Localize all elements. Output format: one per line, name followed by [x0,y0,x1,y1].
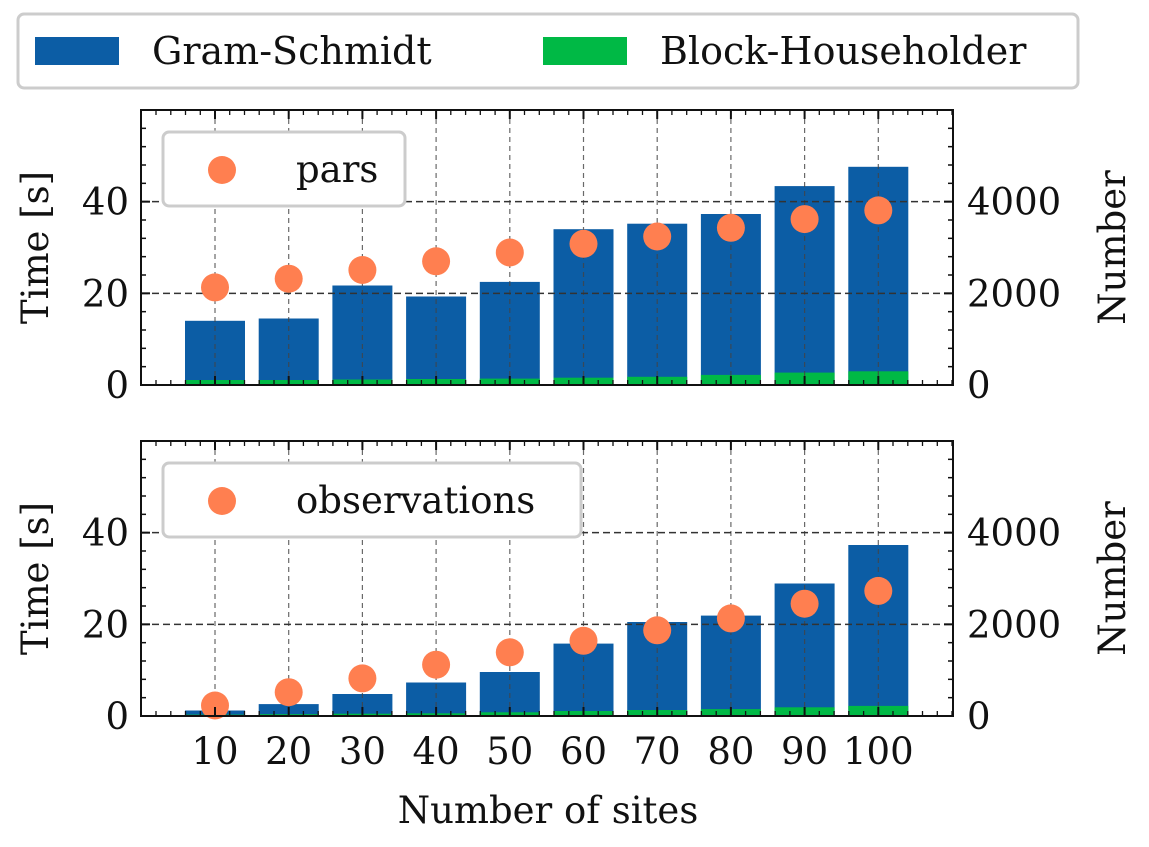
point-pars-10 [201,273,229,302]
x-axis-label: Number of sites [398,789,699,832]
xtick-label-70: 70 [634,730,681,773]
point-pars-20 [274,264,303,293]
point-observations-10 [201,691,229,720]
ytick-left-label: 20 [82,603,129,646]
point-observations-80 [716,604,745,633]
panel-legend-label: observations [296,479,535,522]
legend-swatch-block-householder [543,37,627,65]
ytick-left-label: 20 [82,272,129,315]
xtick-label-50: 50 [486,730,533,773]
point-pars-50 [495,238,524,267]
xtick-label-20: 20 [265,730,312,773]
bar-gram-schmidt-70 [627,223,688,385]
ytick-right-label: 0 [967,364,991,407]
xtick-label-60: 60 [560,730,607,773]
point-observations-60 [569,626,598,655]
point-observations-90 [790,589,819,618]
top-legend: Gram-Schmidt Block-Householder [16,12,1080,90]
ytick-left-label: 0 [105,695,129,738]
point-pars-100 [864,196,893,225]
panel-legend-label: pars [296,148,378,191]
point-observations-70 [643,616,672,645]
point-observations-40 [422,650,451,679]
y-axis-label-left: Time [s] [14,171,57,324]
y-axis-label-left: Time [s] [14,502,57,655]
xtick-label-80: 80 [707,730,754,773]
xtick-label-30: 30 [339,730,386,773]
point-observations-30 [348,664,377,693]
legend-label-gram-schmidt: Gram-Schmidt [152,29,432,73]
point-pars-40 [422,247,451,276]
legend-label-block-householder: Block-Householder [660,29,1027,73]
point-pars-80 [716,213,745,242]
ytick-left-label: 0 [105,364,129,407]
panel-legend-frame [161,130,407,208]
point-pars-70 [643,222,672,251]
point-pars-90 [790,205,819,234]
xtick-label-40: 40 [413,730,460,773]
ytick-left-label: 40 [82,512,129,555]
panel-legend: pars [161,130,407,208]
point-observations-100 [864,576,893,605]
point-observations-20 [274,678,303,707]
y-axis-label-right: Number [1091,170,1134,325]
plot-frame [140,440,954,717]
ytick-right-label: 2000 [967,603,1061,646]
legend-swatch-gram-schmidt [35,37,119,65]
ytick-left-label: 40 [82,181,129,224]
point-pars-60 [569,229,598,258]
ytick-right-label: 4000 [967,181,1061,224]
bar-gram-schmidt-50 [479,281,540,385]
xtick-label-100: 100 [843,730,914,773]
panel-top: 0 20 40 0 2000 4000 Time [s] Number pars [14,109,1134,407]
panel-legend: observations [161,461,583,539]
ticks [140,440,953,717]
point-observations-50 [495,638,524,667]
ticks [140,109,953,386]
y-axis-label-right: Number [1091,501,1134,656]
plot-frame [140,109,954,386]
panel-legend-marker [208,156,236,184]
ytick-right-label: 0 [967,695,991,738]
panel-legend-frame [161,461,583,539]
panel-bottom: 0 20 40 0 2000 4000 10 20 30 40 50 60 70 80 90 100 Time … [14,440,1134,773]
xtick-label-10: 10 [191,730,238,773]
ytick-right-label: 4000 [967,512,1061,555]
xtick-label-90: 90 [781,730,828,773]
panel-legend-marker [208,487,236,515]
point-pars-30 [348,256,377,284]
ytick-right-label: 2000 [967,272,1061,315]
